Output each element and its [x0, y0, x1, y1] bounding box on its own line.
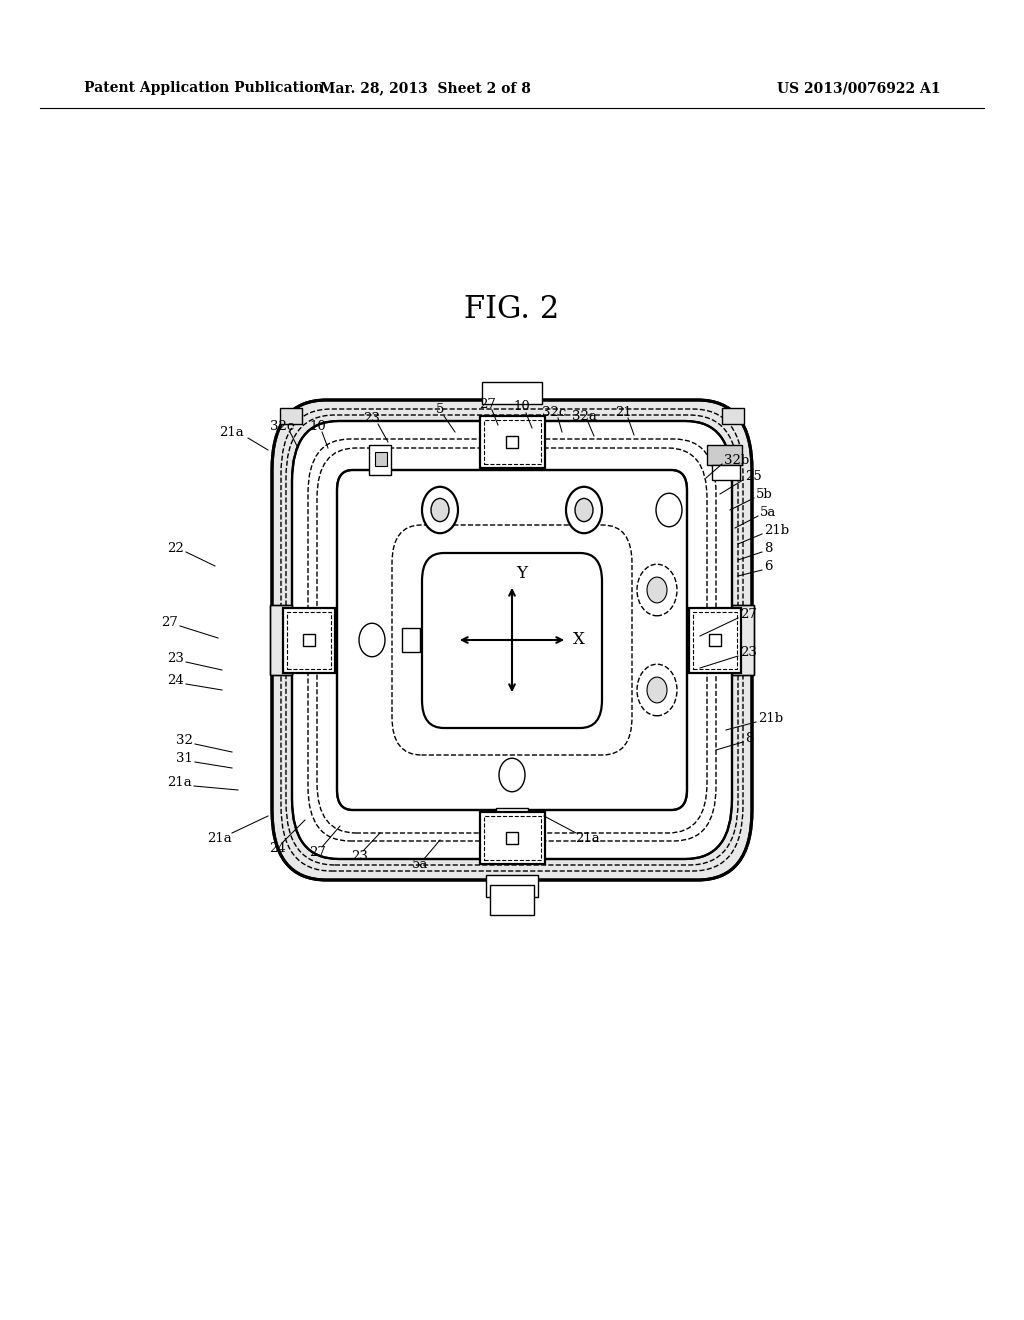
Text: Patent Application Publication: Patent Application Publication: [84, 81, 324, 95]
Circle shape: [422, 487, 458, 533]
FancyBboxPatch shape: [337, 470, 687, 810]
Text: 10: 10: [309, 420, 327, 433]
Bar: [484, 816, 541, 861]
Text: 32c: 32c: [542, 405, 566, 418]
Text: 23: 23: [167, 652, 184, 664]
FancyBboxPatch shape: [272, 400, 752, 880]
Text: 6: 6: [764, 560, 772, 573]
Text: 23: 23: [351, 850, 369, 862]
Polygon shape: [270, 605, 302, 675]
Bar: [402, 628, 420, 652]
Text: X: X: [573, 631, 585, 648]
Text: 23: 23: [364, 412, 381, 425]
Text: 32: 32: [176, 734, 193, 747]
Circle shape: [431, 499, 449, 521]
Bar: [303, 634, 315, 645]
Bar: [375, 451, 387, 466]
Circle shape: [647, 577, 667, 603]
Bar: [490, 884, 534, 915]
Bar: [480, 812, 545, 865]
Bar: [712, 465, 740, 480]
Text: 32a: 32a: [571, 409, 596, 422]
Circle shape: [575, 499, 593, 521]
Text: 5a: 5a: [412, 858, 428, 870]
Bar: [484, 420, 541, 465]
Circle shape: [566, 487, 602, 533]
Text: 5a: 5a: [760, 506, 776, 519]
Text: 24: 24: [167, 673, 184, 686]
Bar: [502, 828, 522, 843]
Text: 21a: 21a: [575, 832, 600, 845]
Bar: [480, 416, 545, 469]
Text: 32c: 32c: [270, 420, 294, 433]
Text: 21a: 21a: [208, 832, 232, 845]
Bar: [722, 408, 744, 424]
Text: Y: Y: [516, 565, 527, 582]
Bar: [280, 408, 302, 424]
Text: 22: 22: [167, 541, 184, 554]
Text: 25: 25: [745, 470, 762, 483]
Bar: [287, 612, 331, 669]
Bar: [486, 875, 538, 898]
Bar: [482, 381, 542, 404]
Text: 21a: 21a: [219, 425, 245, 438]
Bar: [369, 445, 391, 475]
Text: 24: 24: [269, 842, 287, 854]
Text: 21b: 21b: [764, 524, 790, 536]
Bar: [689, 609, 741, 673]
Text: Mar. 28, 2013  Sheet 2 of 8: Mar. 28, 2013 Sheet 2 of 8: [319, 81, 530, 95]
FancyBboxPatch shape: [292, 421, 732, 859]
Text: 8: 8: [764, 541, 772, 554]
Text: 8: 8: [745, 731, 754, 744]
Polygon shape: [722, 605, 754, 675]
Text: 23: 23: [740, 645, 757, 659]
Text: 21: 21: [615, 405, 633, 418]
Text: 27: 27: [161, 615, 178, 628]
Text: FIG. 2: FIG. 2: [464, 294, 560, 326]
Text: 10: 10: [514, 400, 530, 413]
Text: 27: 27: [479, 397, 497, 411]
Text: 27: 27: [740, 607, 757, 620]
Bar: [709, 634, 721, 645]
Bar: [506, 436, 518, 447]
Bar: [506, 832, 518, 843]
Bar: [283, 609, 335, 673]
Text: 21b: 21b: [758, 711, 783, 725]
Circle shape: [647, 677, 667, 702]
Text: 5: 5: [436, 404, 444, 417]
Text: US 2013/0076922 A1: US 2013/0076922 A1: [776, 81, 940, 95]
Bar: [496, 808, 528, 828]
Text: 31: 31: [176, 751, 193, 764]
Bar: [693, 612, 737, 669]
Bar: [707, 445, 742, 465]
Text: 5b: 5b: [756, 487, 773, 500]
Text: 32b: 32b: [724, 454, 750, 466]
Text: 27: 27: [309, 846, 327, 858]
Text: 21a: 21a: [167, 776, 193, 788]
